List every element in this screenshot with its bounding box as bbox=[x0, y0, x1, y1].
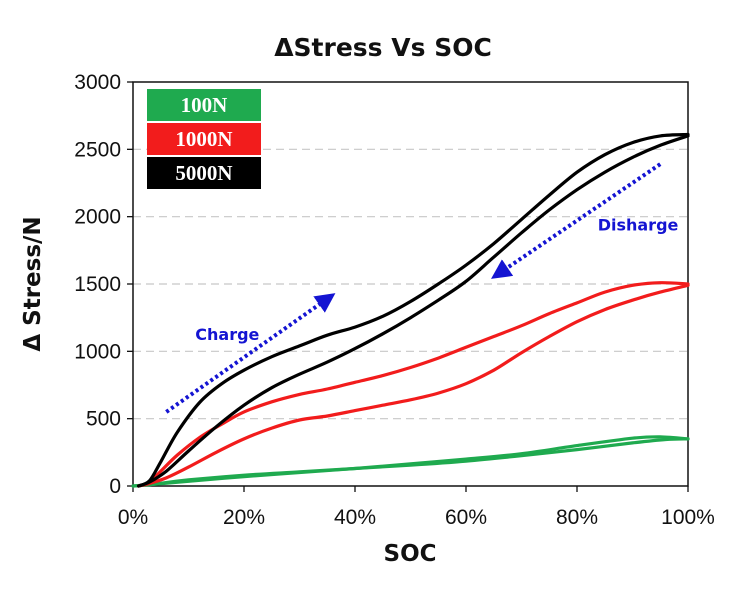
series-line-5000n-discharge bbox=[137, 134, 690, 488]
x-tick-labels: 0% 20% 40% 60% 80% 100% bbox=[118, 486, 715, 529]
y-tick-label: 0 bbox=[109, 475, 121, 498]
legend: 100N 1000N 5000N bbox=[147, 89, 261, 189]
x-tick-label: 60% bbox=[445, 506, 487, 529]
series-line-1000n-discharge bbox=[137, 283, 690, 488]
series-line-1000n-charge bbox=[137, 281, 690, 488]
annotations: Charge Disharge bbox=[165, 162, 679, 414]
legend-label-5000n: 5000N bbox=[175, 161, 232, 185]
legend-swatch-1000n bbox=[147, 123, 261, 155]
y-tick-label: 500 bbox=[86, 408, 121, 431]
y-tick-label: 2500 bbox=[74, 138, 121, 161]
annotation-arrow-disharge bbox=[491, 162, 662, 279]
annotation-label-disharge: Disharge bbox=[598, 216, 679, 235]
y-tick-label: 1000 bbox=[74, 340, 121, 363]
legend-label-100n: 100N bbox=[181, 93, 228, 117]
x-tick-label: 80% bbox=[556, 506, 598, 529]
x-tick-label: 40% bbox=[334, 506, 376, 529]
legend-swatch-5000n bbox=[147, 157, 261, 189]
y-axis-label: Δ Stress/N bbox=[20, 216, 46, 351]
x-tick-label: 100% bbox=[661, 506, 715, 529]
series-line-5000n-charge bbox=[137, 132, 690, 488]
annotation-label-charge: Charge bbox=[195, 325, 259, 344]
y-tick-label: 3000 bbox=[74, 71, 121, 94]
x-tick-label: 20% bbox=[223, 506, 265, 529]
y-tick-label: 1500 bbox=[74, 273, 121, 296]
chart-title: ΔStress Vs SOC bbox=[274, 33, 492, 62]
series-lines bbox=[131, 132, 690, 488]
annotation-arrow-charge bbox=[165, 293, 336, 414]
legend-label-1000n: 1000N bbox=[175, 127, 232, 151]
series-line-100n-discharge bbox=[131, 435, 690, 488]
y-tick-label: 2000 bbox=[74, 206, 121, 229]
legend-swatch-100n bbox=[147, 89, 261, 121]
x-axis-label: SOC bbox=[384, 541, 437, 567]
y-tick-labels: 0 500 1000 1500 2000 2500 3000 bbox=[74, 71, 133, 498]
x-tick-label: 0% bbox=[118, 506, 148, 529]
